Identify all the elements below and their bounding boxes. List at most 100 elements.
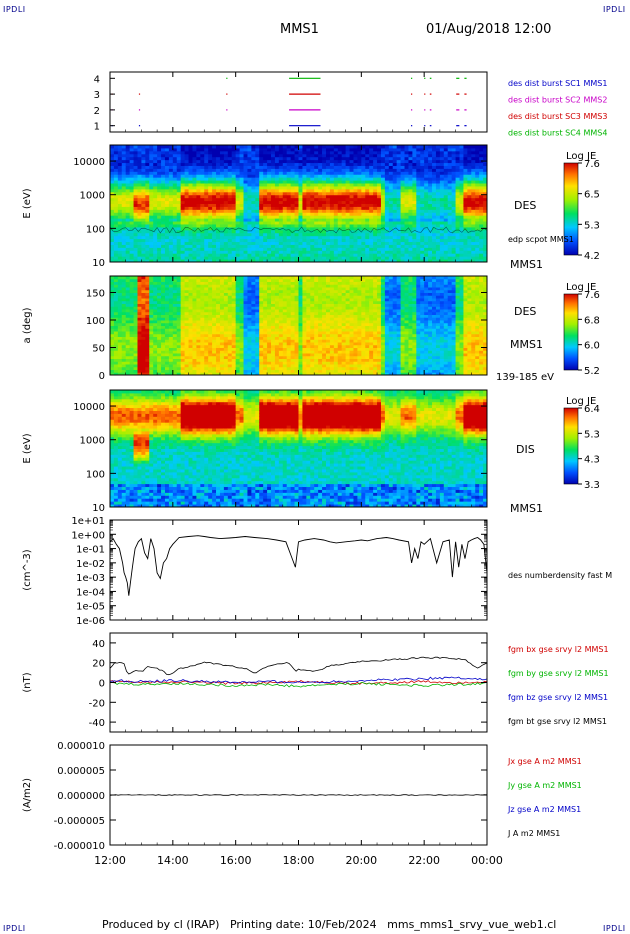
spectrogram-cell	[306, 212, 311, 216]
spectrogram-cell	[286, 174, 292, 178]
spectrogram-cell	[341, 150, 347, 155]
spectrogram-cell	[239, 232, 245, 237]
spectrogram-cell	[463, 188, 468, 193]
spectrogram-cell	[416, 226, 421, 231]
spectrogram-cell	[219, 171, 225, 175]
spectrogram-cell	[196, 347, 201, 351]
spectrogram-cell	[149, 361, 154, 365]
spectrogram-cell	[121, 209, 127, 213]
spectrogram-cell	[216, 358, 221, 362]
spectrogram-cell	[286, 145, 292, 149]
spectrogram-cell	[267, 194, 272, 199]
spectrogram-cell	[188, 311, 193, 315]
spectrogram-cell	[259, 168, 264, 172]
spectrogram-cell	[239, 174, 245, 178]
spectrogram-cell	[212, 218, 217, 222]
spectrogram-cell	[117, 194, 123, 199]
spectrogram-cell	[384, 226, 390, 231]
spectrogram-cell	[380, 259, 386, 263]
spectrogram-cell	[157, 156, 162, 161]
spectrogram-cell	[180, 328, 186, 332]
spectrogram-cell	[337, 145, 343, 149]
spectrogram-cell	[416, 147, 421, 152]
spectrogram-cell	[306, 235, 311, 240]
spectrogram-cell	[416, 194, 421, 199]
spectrogram-cell	[129, 212, 135, 216]
spectrogram-cell	[267, 232, 272, 237]
spectrogram-cell	[432, 185, 437, 190]
spectrogram-cell	[294, 174, 299, 178]
spectrogram-cell	[294, 253, 299, 257]
spectrogram-cell	[467, 226, 472, 231]
spectrogram-cell	[310, 241, 315, 245]
spectrogram-cell	[467, 177, 472, 181]
spectrogram-cell	[439, 188, 445, 193]
spectrogram-cell	[231, 364, 237, 368]
spectrogram-cell	[223, 218, 229, 222]
spectrogram-cell	[353, 206, 358, 210]
spectrogram-cell	[235, 174, 241, 178]
spectrogram-cell	[117, 171, 123, 175]
spectrogram-cell	[263, 174, 268, 178]
spectrogram-cell	[388, 235, 394, 240]
spectrogram-cell	[255, 183, 260, 187]
spectrogram-cell	[365, 156, 370, 161]
spectrogram-cell	[435, 165, 441, 169]
spectrogram-cell	[435, 162, 441, 166]
spectrogram-cell	[145, 358, 150, 362]
spectrogram-cell	[145, 344, 150, 348]
spectrogram-cell	[125, 159, 131, 164]
spectrogram-cell	[471, 203, 476, 207]
spectrogram-cell	[216, 171, 221, 175]
spectrogram-cell	[208, 325, 213, 329]
spectrogram-cell	[369, 250, 374, 254]
spectrogram-cell	[369, 259, 374, 263]
spectrogram-cell	[219, 174, 225, 178]
spectrogram-cell	[188, 253, 193, 257]
spectrogram-cell	[204, 328, 209, 332]
spectrogram-cell	[125, 284, 131, 288]
spectrogram-cell	[141, 174, 146, 178]
spectrogram-cell	[314, 218, 319, 222]
spectrogram-cell	[110, 238, 115, 243]
spectrogram-cell	[223, 355, 229, 359]
spectrogram-cell	[172, 278, 178, 282]
spectrogram-cell	[153, 287, 158, 291]
spectrogram-cell	[196, 292, 201, 296]
spectrogram-cell	[329, 256, 335, 260]
spectrogram-cell	[337, 183, 343, 187]
spectrogram-cell	[113, 303, 119, 307]
spectrogram-cell	[243, 185, 248, 190]
spectrogram-cell	[271, 244, 276, 248]
spectrogram-cell	[314, 177, 319, 181]
spectrogram-cell	[247, 168, 252, 172]
spectrogram-cell	[129, 156, 135, 161]
spectrogram-cell	[380, 221, 386, 225]
spectrogram-cell	[396, 203, 402, 207]
spectrogram-cell	[153, 311, 158, 315]
spectrogram-cell	[121, 322, 127, 326]
spectrogram-cell	[428, 145, 433, 149]
spectrogram-cell	[141, 322, 146, 326]
spectrogram-cell	[227, 226, 233, 231]
spectrogram-cell	[443, 165, 449, 169]
spectrogram-cell	[271, 159, 276, 164]
spectrogram-cell	[274, 156, 280, 161]
spectrogram-cell	[353, 209, 358, 213]
spectrogram-cell	[243, 256, 248, 260]
spectrogram-cell	[369, 150, 374, 155]
spectrogram-cell	[192, 171, 197, 175]
spectrogram-cell	[137, 328, 142, 332]
spectrogram-cell	[424, 171, 429, 175]
spectrogram-cell	[325, 194, 331, 199]
spectrogram-cell	[294, 165, 299, 169]
spectrogram-cell	[282, 218, 288, 222]
spectrogram-cell	[141, 215, 146, 219]
spectrogram-cell	[439, 150, 445, 155]
spectrogram-cell	[184, 226, 190, 231]
spectrogram-cell	[424, 250, 429, 254]
spectrogram-cell	[212, 226, 217, 231]
spectrogram-cell	[298, 238, 303, 243]
spectrogram-cell	[424, 259, 429, 263]
spectrogram-cell	[153, 168, 158, 172]
